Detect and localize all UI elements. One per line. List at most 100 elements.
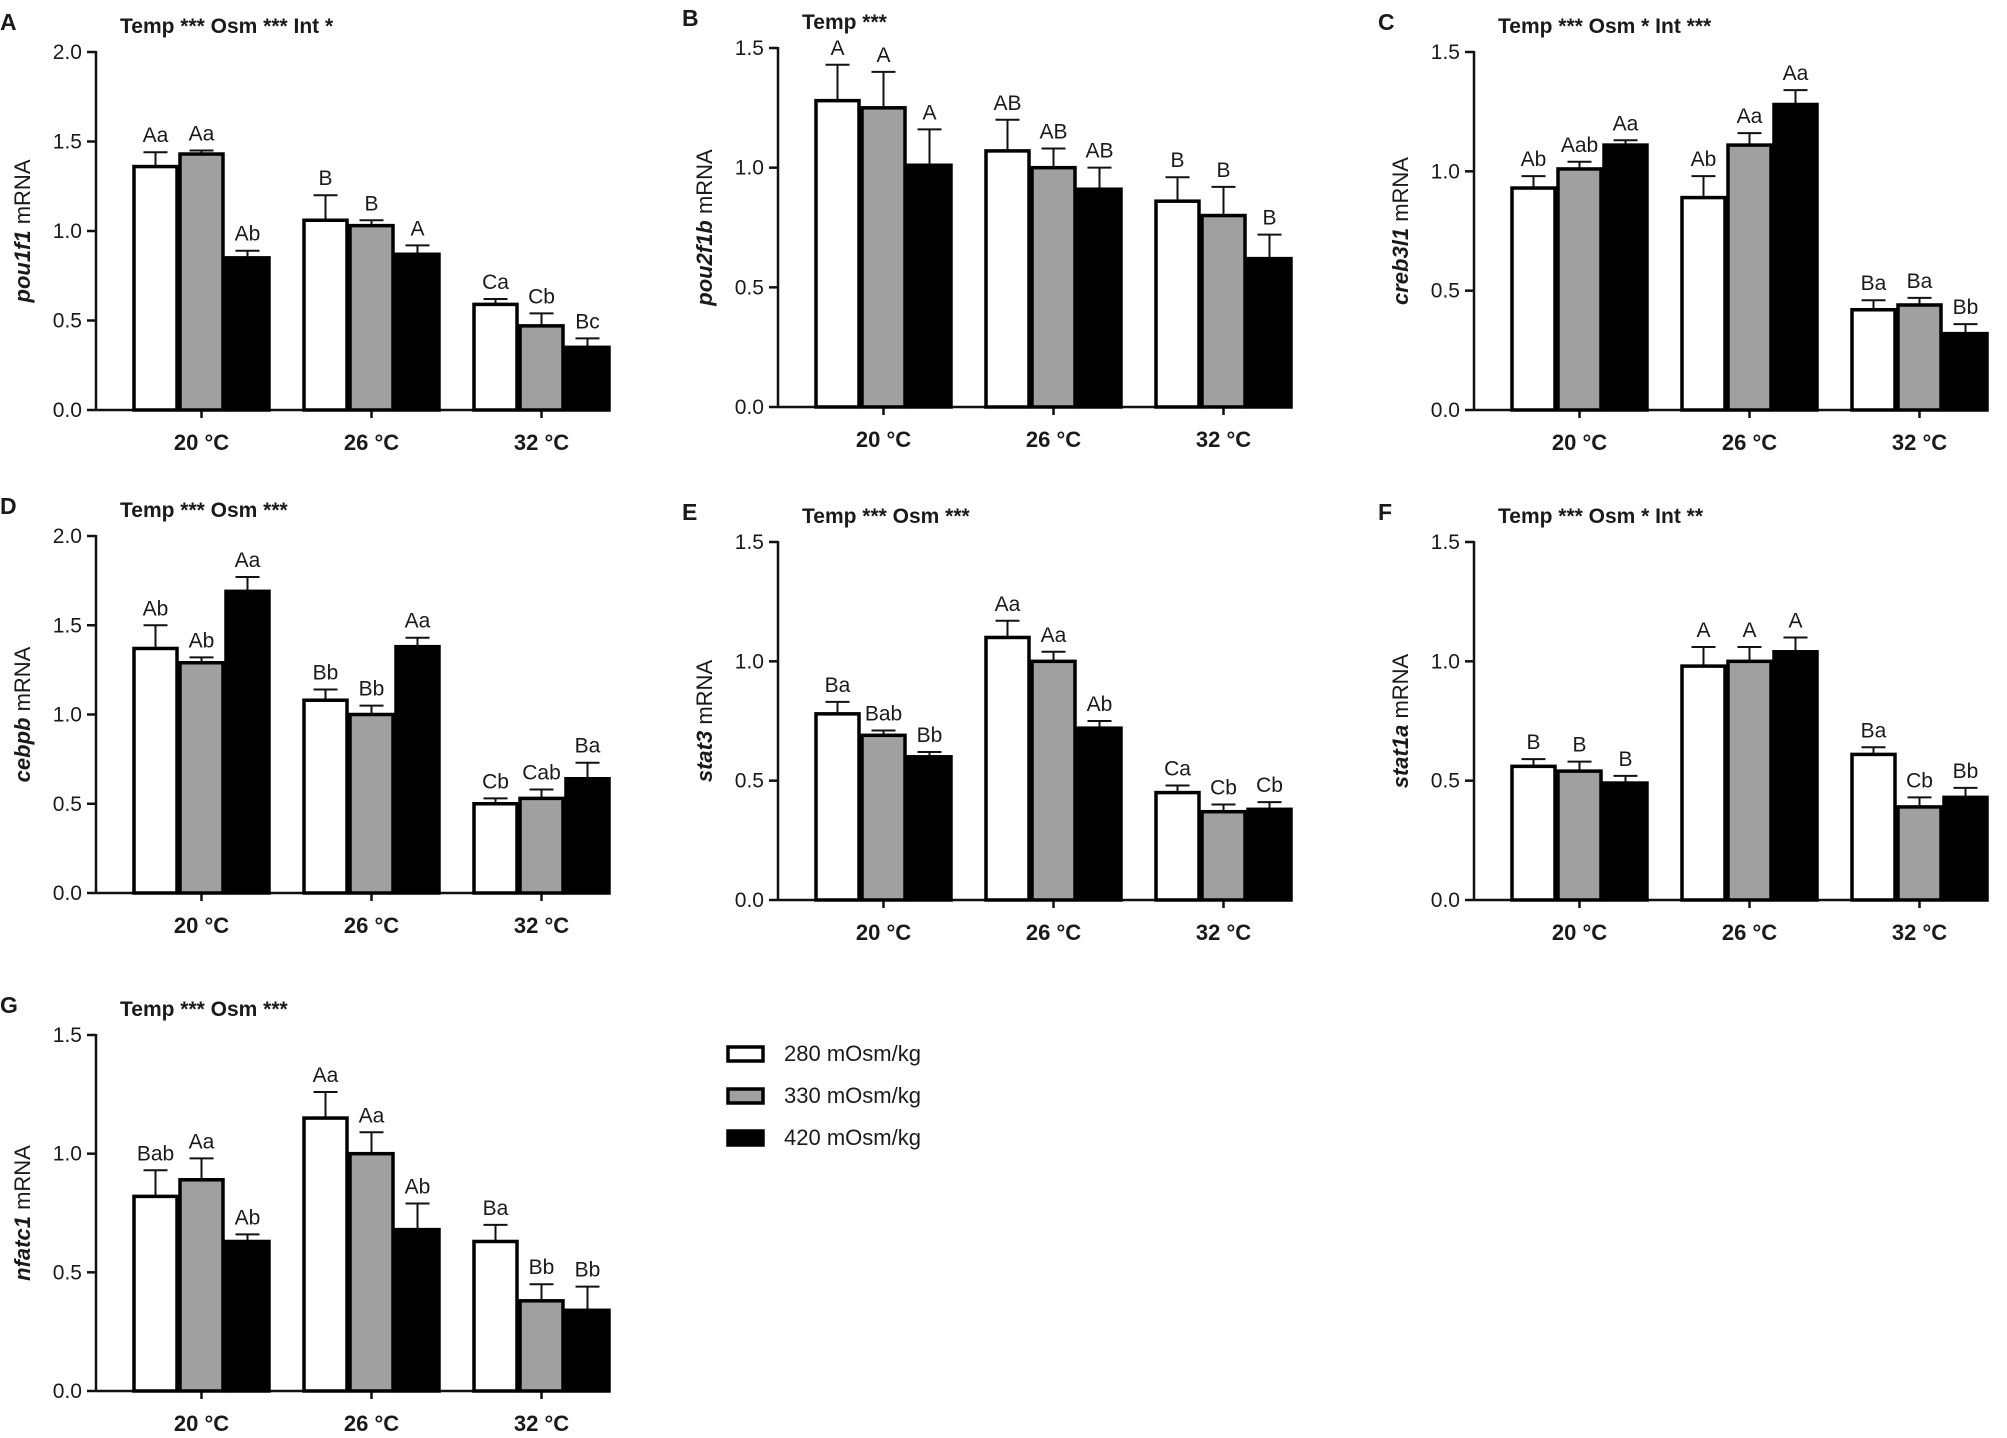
bar xyxy=(302,1116,349,1393)
bar xyxy=(224,256,271,412)
significance-label: Bab xyxy=(865,703,902,726)
legend-swatch xyxy=(726,1129,765,1147)
bar xyxy=(1556,769,1603,902)
significance-label: Bb xyxy=(1953,760,1979,783)
significance-label: Cb xyxy=(1210,777,1237,800)
significance-label: A xyxy=(410,217,424,240)
y-tick-label: 2.0 xyxy=(53,525,82,548)
bar xyxy=(348,712,395,895)
significance-label: Aa xyxy=(189,1130,215,1153)
legend-item: 280 mOsm/kg xyxy=(726,1041,921,1066)
significance-label: Ca xyxy=(1164,757,1191,780)
significance-label: B xyxy=(364,192,378,215)
x-category-label: 32 °C xyxy=(1892,920,1947,945)
bar xyxy=(472,302,519,412)
significance-label: Ba xyxy=(1907,270,1933,293)
bar xyxy=(224,1239,271,1393)
significance-label: Aa xyxy=(143,124,169,147)
panel-letter: A xyxy=(0,9,17,35)
x-category-label: 32 °C xyxy=(1196,920,1251,945)
bar xyxy=(1726,659,1773,902)
bar xyxy=(1246,256,1293,409)
y-axis-label: cebpb mRNA xyxy=(10,646,35,782)
significance-label: Ab xyxy=(1691,148,1717,171)
bar xyxy=(1510,186,1557,412)
panel-letter: F xyxy=(1378,499,1392,525)
significance-label: A xyxy=(1788,609,1802,632)
panel-letter: B xyxy=(682,5,699,31)
bar xyxy=(132,164,179,412)
panel-letter: G xyxy=(0,992,18,1018)
legend-swatch xyxy=(726,1087,765,1105)
stats-annotation: Temp *** Osm *** xyxy=(120,499,288,522)
significance-label: Bb xyxy=(313,662,339,685)
panel-letter: C xyxy=(1378,9,1395,35)
x-category-label: 26 °C xyxy=(1026,920,1081,945)
y-axis-label-unit: mRNA xyxy=(10,159,35,230)
bar xyxy=(1850,752,1897,902)
significance-label: Cb xyxy=(528,285,555,308)
x-category-label: 26 °C xyxy=(1722,920,1777,945)
stats-annotation: Temp *** Osm *** xyxy=(120,998,288,1021)
y-axis-label-unit: mRNA xyxy=(692,149,717,220)
x-category-label: 32 °C xyxy=(514,430,569,455)
significance-label: Aa xyxy=(995,593,1021,616)
significance-label: Bb xyxy=(359,678,385,701)
significance-label: Aa xyxy=(189,122,215,145)
bar xyxy=(472,1239,519,1393)
y-tick-label: 1.5 xyxy=(53,614,82,637)
significance-label: Aa xyxy=(1783,62,1809,85)
bar xyxy=(224,589,271,895)
bar xyxy=(1896,303,1943,412)
bar xyxy=(906,755,953,902)
stats-annotation: Temp *** Osm * Int *** xyxy=(1498,15,1712,38)
x-category-label: 26 °C xyxy=(344,1411,399,1436)
significance-label: Cb xyxy=(1256,774,1283,797)
y-tick-label: 0.0 xyxy=(735,889,764,912)
x-category-label: 20 °C xyxy=(856,427,911,452)
bar xyxy=(1602,143,1649,412)
significance-label: Ab xyxy=(1087,693,1113,716)
bar xyxy=(1246,807,1293,902)
y-axis-label: nfatc1 mRNA xyxy=(10,1145,35,1281)
bar xyxy=(132,1194,179,1393)
x-category-label: 20 °C xyxy=(1552,430,1607,455)
y-tick-label: 0.0 xyxy=(53,1380,82,1403)
significance-label: Ab xyxy=(235,1206,261,1229)
bar xyxy=(984,635,1031,902)
y-axis-label: pou1f1 mRNA xyxy=(10,159,35,303)
legend-swatch xyxy=(726,1045,765,1063)
bar xyxy=(1200,213,1247,409)
bar xyxy=(1942,795,1989,902)
significance-label: AB xyxy=(1039,121,1067,144)
significance-label: A xyxy=(830,37,844,60)
x-category-label: 20 °C xyxy=(174,1411,229,1436)
bar xyxy=(348,1151,395,1393)
y-axis-label-gene: stat1a xyxy=(1388,725,1413,789)
y-axis-label-gene: nfatc1 xyxy=(10,1216,35,1281)
bar xyxy=(1556,167,1603,412)
significance-label: Ab xyxy=(1521,148,1547,171)
bar xyxy=(1154,199,1201,409)
x-category-label: 20 °C xyxy=(1552,920,1607,945)
y-axis-label-gene: stat3 xyxy=(692,731,717,782)
stats-annotation: Temp *** Osm *** Int * xyxy=(120,15,334,38)
significance-label: Ba xyxy=(825,674,851,697)
y-tick-label: 0.5 xyxy=(53,310,82,333)
y-tick-label: 1.5 xyxy=(53,1024,82,1047)
bar xyxy=(302,218,349,412)
significance-label: B xyxy=(1618,748,1632,771)
significance-label: Aa xyxy=(405,610,431,633)
significance-label: Aab xyxy=(1561,134,1598,157)
stats-annotation: Temp *** Osm *** xyxy=(802,505,970,528)
significance-label: Ab xyxy=(235,223,261,246)
significance-label: Ba xyxy=(575,735,601,758)
y-axis-label: stat3 mRNA xyxy=(692,660,717,783)
bar xyxy=(1680,664,1727,902)
bar xyxy=(1200,809,1247,902)
panel-c: C Temp *** Osm * Int *** creb3l1 mRNA 0.0 0.… xyxy=(1378,9,1989,455)
panel-letter: E xyxy=(682,499,697,525)
bar xyxy=(814,712,861,902)
bar xyxy=(1772,102,1819,412)
y-axis-label-unit: mRNA xyxy=(10,646,35,717)
